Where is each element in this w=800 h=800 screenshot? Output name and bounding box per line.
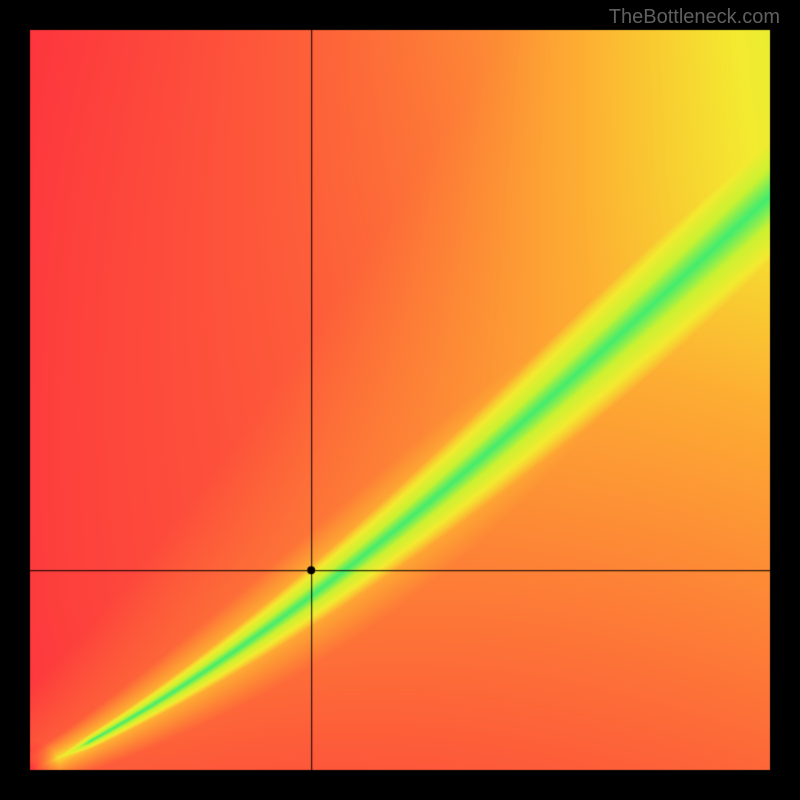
watermark-text: TheBottleneck.com (609, 6, 780, 29)
chart-container: TheBottleneck.com (0, 0, 800, 800)
heatmap-canvas (0, 0, 800, 800)
